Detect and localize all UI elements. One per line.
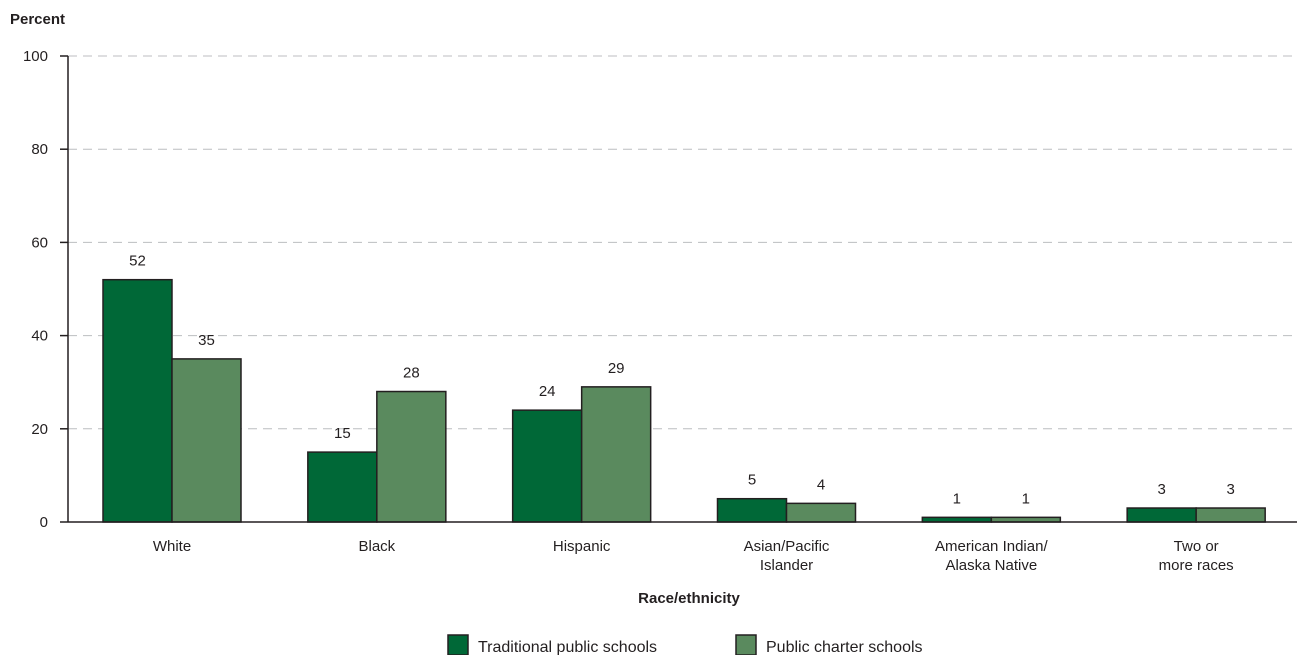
value-label: 24: [539, 383, 556, 400]
value-label: 1: [953, 490, 961, 507]
y-tick-label: 20: [31, 421, 48, 438]
legend: Traditional public schools Public charter…: [447, 634, 923, 655]
bar-charter: [1195, 507, 1266, 523]
bar-traditional: [102, 278, 173, 523]
value-label: 29: [608, 360, 625, 377]
legend-swatch: [447, 634, 469, 655]
bar-traditional: [1126, 507, 1197, 523]
value-label: 35: [198, 332, 215, 349]
bar-traditional: [716, 497, 788, 523]
y-tick-label: 80: [31, 141, 48, 158]
bars: [102, 278, 1266, 523]
x-axis-label: Race/ethnicity: [638, 590, 740, 607]
y-tick-label: 0: [40, 514, 48, 531]
x-axis-categories: White Black Hispanic Asian/Pacific Islander A…: [153, 538, 1234, 574]
y-axis-label: Percent: [10, 11, 65, 28]
legend-swatch: [735, 634, 757, 655]
category-label: Black: [358, 538, 395, 555]
value-label: 15: [334, 425, 351, 442]
category-label: Two or: [1174, 538, 1219, 555]
y-axis-ticks: 0 20 40 60 80 100: [23, 48, 68, 531]
value-label: 52: [129, 253, 146, 270]
value-label: 3: [1157, 481, 1165, 498]
value-label: 3: [1226, 481, 1234, 498]
bar-charter: [376, 390, 447, 523]
bar-charter: [785, 502, 857, 523]
category-label: Islander: [760, 557, 813, 574]
value-label: 5: [748, 472, 756, 489]
category-label: Hispanic: [553, 538, 611, 555]
bar-charter: [171, 358, 242, 523]
category-label: American Indian/: [935, 538, 1048, 555]
legend-label: Traditional public schools: [478, 639, 657, 655]
category-label: White: [153, 538, 191, 555]
bar-charter: [580, 386, 652, 523]
bar-traditional: [307, 451, 378, 523]
y-tick-label: 60: [31, 234, 48, 251]
value-label: 28: [403, 365, 420, 382]
value-labels: 52 35 15 28 24 29 5 4 1 1 3 3: [129, 253, 1235, 508]
bar-traditional: [511, 409, 583, 523]
gridlines: [68, 55, 1297, 430]
value-label: 1: [1022, 490, 1030, 507]
category-label: more races: [1159, 557, 1234, 574]
legend-label: Public charter schools: [766, 639, 923, 655]
y-tick-label: 100: [23, 48, 48, 65]
category-label: Asian/Pacific: [744, 538, 830, 555]
y-tick-label: 40: [31, 328, 48, 345]
category-label: Alaska Native: [945, 557, 1037, 574]
value-label: 4: [817, 476, 825, 493]
